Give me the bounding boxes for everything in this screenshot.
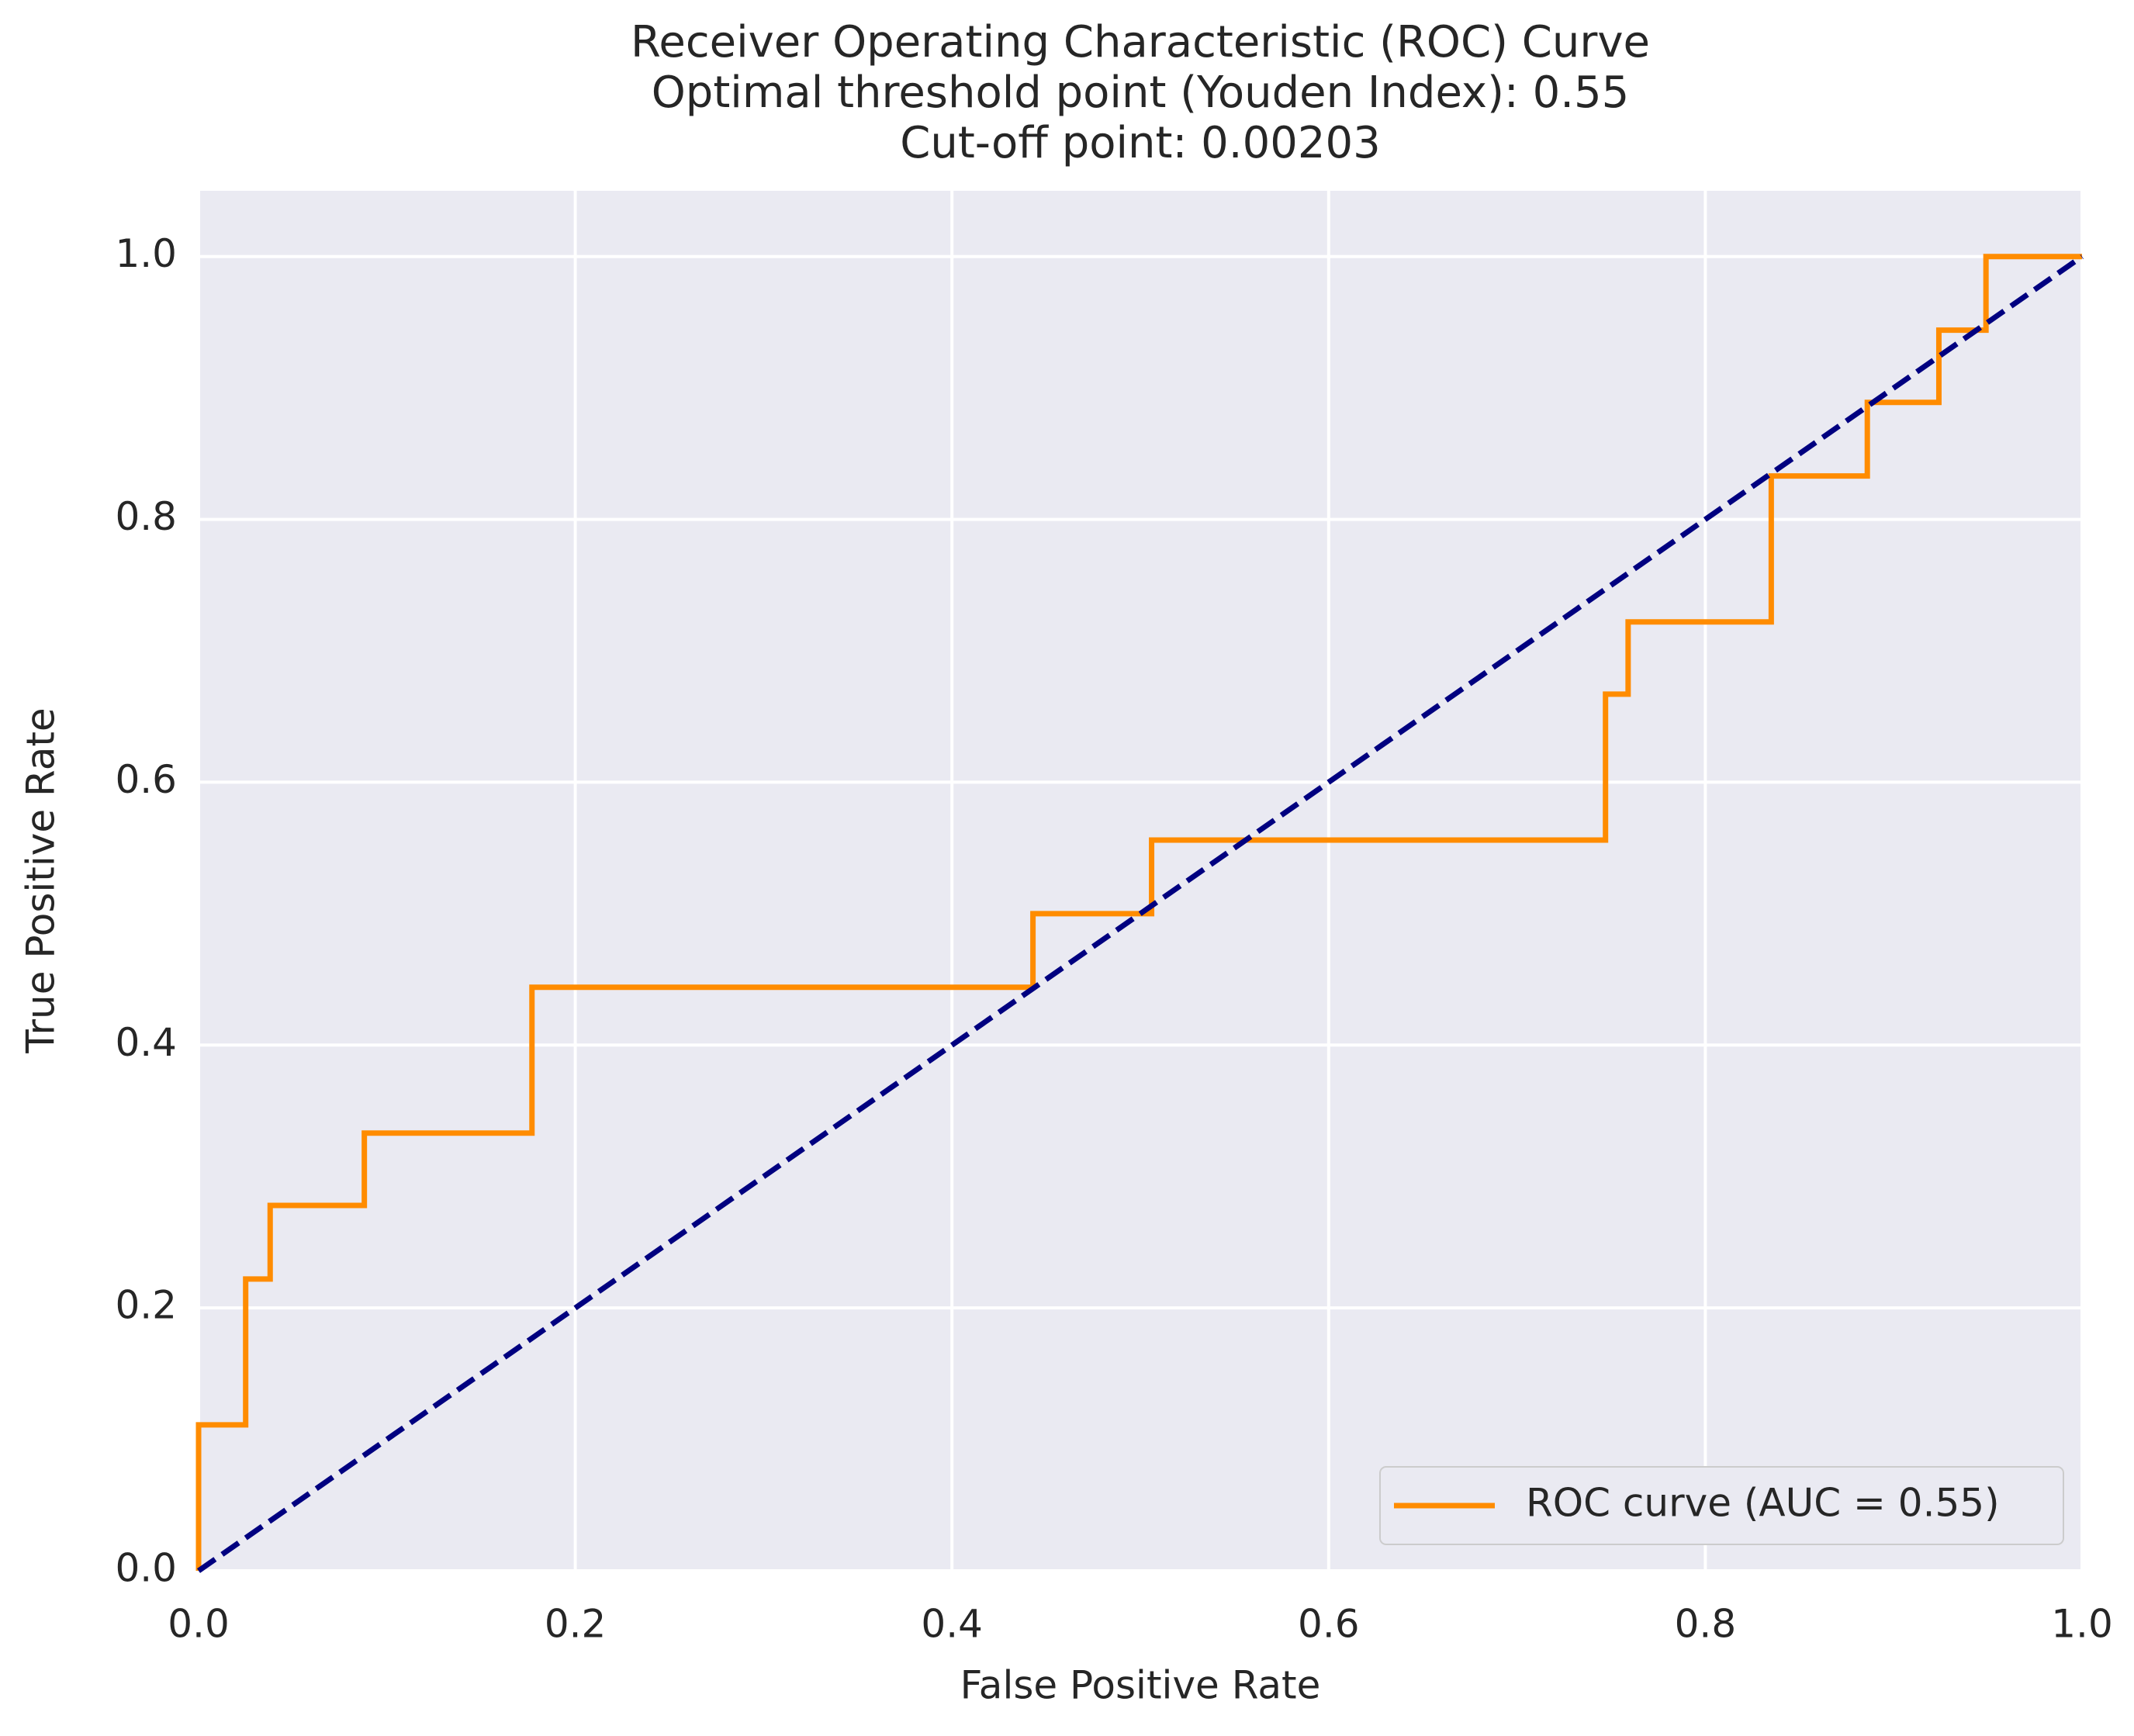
- grid: [197, 191, 2084, 1572]
- lines: [195, 254, 2084, 1573]
- x-tick-label: 0.2: [545, 1602, 607, 1647]
- plot-area: [199, 191, 2082, 1571]
- chart-subtitle: Cut-off point: 0.00203: [900, 118, 1381, 168]
- legend: ROC curve (AUC = 0.55): [1379, 1466, 2064, 1545]
- y-axis-label: True Positive Rate: [19, 707, 64, 1053]
- chart-subtitle: Optimal threshold point (Youden Index): …: [652, 67, 1630, 118]
- y-tick-label: 0.8: [115, 494, 177, 539]
- y-tick-label: 0.0: [115, 1546, 177, 1591]
- legend-label: ROC curve (AUC = 0.55): [1526, 1481, 2000, 1526]
- y-tick-label: 0.4: [115, 1020, 177, 1065]
- x-tick-label: 1.0: [2051, 1602, 2113, 1647]
- x-axis-label: False Positive Rate: [960, 1663, 1321, 1708]
- y-tick-label: 1.0: [115, 231, 177, 276]
- x-tick-label: 0.8: [1675, 1602, 1737, 1647]
- y-tick-label: 0.2: [115, 1283, 177, 1328]
- legend-box: [1379, 1466, 2064, 1545]
- y-tick-label: 0.6: [115, 757, 177, 802]
- x-tick-label: 0.0: [168, 1602, 230, 1647]
- line: [196, 254, 2084, 1573]
- x-tick-label: 0.4: [921, 1602, 983, 1647]
- chart-title: Receiver Operating Characteristic (ROC) …: [631, 17, 1650, 67]
- x-tick-label: 0.6: [1298, 1602, 1360, 1647]
- line: [195, 254, 2082, 1571]
